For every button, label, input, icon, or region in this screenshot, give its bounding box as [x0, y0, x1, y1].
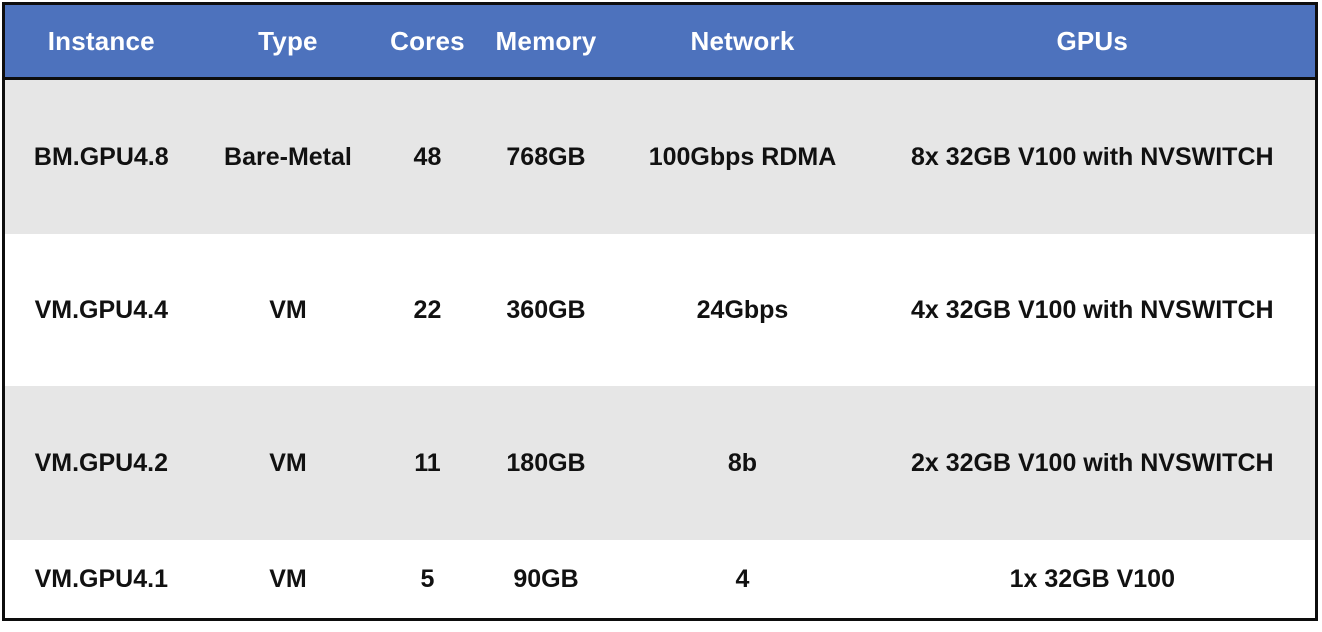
- cell-gpus: 8x 32GB V100 with NVSWITCH: [910, 142, 1274, 171]
- cell-memory: 180GB: [506, 448, 586, 477]
- cell-gpus: 4x 32GB V100 with NVSWITCH: [910, 295, 1274, 324]
- header-cell-memory: Memory: [476, 5, 616, 80]
- cell-type: VM: [269, 448, 307, 477]
- cell-type: Bare-Metal: [224, 142, 352, 171]
- cell-instance: VM.GPU4.4: [34, 295, 168, 324]
- cell-network: 4: [735, 564, 750, 593]
- header-cell-instance: Instance: [5, 5, 198, 80]
- cell-type: VM: [269, 564, 307, 593]
- cell-gpus: 1x 32GB V100: [1009, 564, 1175, 593]
- cell-memory: 360GB: [506, 295, 586, 324]
- cell-cores: 5: [420, 564, 435, 593]
- cell-cores: 22: [413, 295, 442, 324]
- table-row-vm-gpu4-2: VM.GPU4.2 VM 11 180GB 8b 2x 32GB V100 wi…: [5, 386, 1315, 540]
- cell-gpus: 2x 32GB V100 with NVSWITCH: [910, 448, 1274, 477]
- cell-network: 8b: [727, 448, 758, 477]
- cell-memory: 768GB: [506, 142, 586, 171]
- cell-memory: 90GB: [513, 564, 579, 593]
- table-row-vm-gpu4-1: VM.GPU4.1 VM 5 90GB 4 1x 32GB V100: [5, 540, 1315, 618]
- table-row-bm-gpu4-8: BM.GPU4.8 Bare-Metal 48 768GB 100Gbps RD…: [5, 78, 1315, 234]
- header-cell-type: Type: [197, 5, 379, 80]
- gpu-instances-table-frame: Instance Type Cores Memory Network GPUs …: [2, 2, 1318, 621]
- table-header-row: Instance Type Cores Memory Network GPUs: [5, 5, 1315, 80]
- cell-cores: 48: [413, 142, 442, 171]
- cell-cores: 11: [414, 448, 441, 477]
- cell-instance: VM.GPU4.2: [34, 448, 168, 477]
- cell-type: VM: [269, 295, 307, 324]
- cell-instance: BM.GPU4.8: [33, 142, 169, 171]
- cell-network: 100Gbps RDMA: [648, 142, 837, 171]
- gpu-instances-table: Instance Type Cores Memory Network GPUs …: [5, 5, 1315, 618]
- cell-network: 24Gbps: [696, 295, 789, 324]
- cell-instance: VM.GPU4.1: [34, 564, 168, 593]
- header-cell-cores: Cores: [378, 5, 477, 80]
- header-cell-network: Network: [615, 5, 870, 80]
- header-cell-gpus: GPUs: [869, 5, 1315, 80]
- table-row-vm-gpu4-4: VM.GPU4.4 VM 22 360GB 24Gbps 4x 32GB V10…: [5, 234, 1315, 386]
